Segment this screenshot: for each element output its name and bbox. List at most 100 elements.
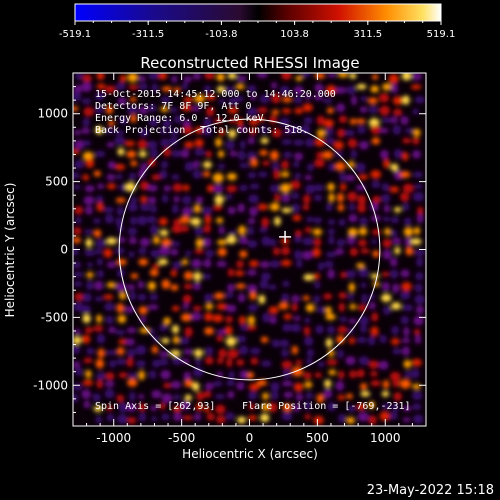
fringe-blob	[293, 382, 304, 392]
fringe-blob	[236, 260, 244, 268]
fringe-blob	[74, 367, 83, 376]
fringe-blob	[153, 235, 160, 245]
fringe-blob	[402, 304, 414, 312]
fringe-blob	[335, 380, 345, 391]
fringe-blob	[294, 95, 303, 104]
fringe-blob	[247, 171, 257, 179]
fringe-blob	[411, 73, 422, 81]
fringe-blob	[325, 306, 332, 315]
fringe-blob	[195, 238, 204, 248]
fringe-blob	[84, 228, 92, 235]
fringe-blob	[127, 348, 136, 359]
fringe-blob	[119, 74, 127, 83]
fringe-blob	[137, 247, 147, 255]
fringe-blob	[258, 116, 265, 122]
fringe-blob	[291, 203, 300, 213]
fringe-blob	[381, 282, 390, 292]
fringe-blob	[304, 381, 313, 388]
fringe-blob	[322, 150, 333, 160]
fringe-blob	[302, 103, 313, 112]
fringe-blob	[218, 128, 225, 136]
fringe-blob	[314, 73, 326, 79]
fringe-blob	[127, 202, 138, 212]
fringe-blob	[402, 183, 414, 193]
fringe-blob	[194, 138, 204, 148]
fringe-blob	[358, 174, 369, 180]
fringe-blob	[181, 400, 190, 411]
fringe-blob	[360, 282, 367, 288]
fringe-blob	[82, 379, 94, 386]
fringe-blob	[368, 105, 378, 114]
fringe-blob	[96, 269, 104, 278]
fringe-blob	[259, 279, 269, 290]
fringe-blob	[412, 191, 424, 202]
fringe-blob	[148, 196, 157, 205]
fringe-blob	[94, 92, 105, 101]
fringe-blob	[317, 361, 325, 368]
fringe-blob	[129, 290, 136, 301]
fringe-blob	[391, 302, 402, 310]
fringe-blob	[347, 227, 358, 237]
colorbar-ticks: -519.1 -311.5 -103.8 103.8 311.5 519.1	[59, 21, 455, 40]
fringe-blob	[380, 149, 389, 159]
fringe-blob	[124, 306, 135, 313]
fringe-blob	[180, 149, 190, 158]
fringe-blob	[119, 291, 127, 300]
fringe-blob	[73, 91, 82, 102]
fringe-blob	[115, 282, 127, 292]
fringe-blob	[345, 174, 356, 182]
fringe-blob	[289, 180, 301, 190]
fringe-blob	[294, 249, 302, 260]
fringe-blob	[328, 349, 335, 357]
fringe-blob	[214, 292, 225, 300]
fringe-blob	[291, 294, 300, 303]
fringe-blob	[82, 314, 91, 324]
colorbar-tick-label: -311.5	[132, 29, 164, 40]
fringe-blob	[368, 302, 376, 310]
fringe-blob	[323, 293, 333, 300]
fringe-blob	[389, 116, 398, 124]
fringe-blob	[293, 315, 301, 321]
fringe-blob	[412, 368, 420, 379]
fringe-blob	[304, 401, 312, 411]
fringe-blob	[184, 327, 193, 337]
fringe-blob	[138, 258, 149, 266]
fringe-blob	[313, 194, 323, 202]
fringe-blob	[304, 175, 313, 181]
fringe-blob	[218, 226, 225, 235]
fringe-blob	[94, 280, 104, 291]
fringe-blob	[392, 378, 400, 388]
fringe-blob	[415, 305, 424, 315]
fringe-blob	[239, 324, 250, 331]
fringe-blob	[268, 238, 277, 246]
fringe-blob	[281, 411, 293, 421]
fringe-blob	[183, 271, 194, 281]
fringe-blob	[261, 125, 268, 135]
fringe-blob	[413, 226, 421, 235]
fringe-blob	[304, 94, 312, 100]
fringe-blob	[124, 140, 136, 147]
fringe-blob	[147, 304, 159, 310]
fringe-blob	[370, 85, 380, 93]
fringe-blob	[161, 279, 171, 289]
fringe-blob	[115, 247, 125, 255]
fringe-blob	[192, 305, 202, 311]
fringe-blob	[237, 203, 245, 213]
fringe-blob	[97, 348, 105, 359]
fringe-blob	[194, 357, 202, 366]
fringe-blob	[357, 203, 366, 213]
fringe-blob	[370, 125, 381, 135]
fringe-blob	[150, 249, 161, 258]
fringe-blob	[282, 403, 293, 412]
fringe-blob	[106, 237, 117, 245]
fringe-blob	[184, 161, 195, 172]
fringe-blob	[368, 415, 377, 425]
fringe-blob	[360, 383, 368, 390]
fringe-blob	[96, 372, 106, 381]
fringe-blob	[147, 281, 156, 291]
fringe-blob	[227, 390, 235, 399]
fringe-blob	[219, 98, 226, 104]
fringe-blob	[190, 312, 202, 321]
fringe-blob	[92, 393, 101, 402]
heatmap-fringes	[73, 73, 426, 425]
